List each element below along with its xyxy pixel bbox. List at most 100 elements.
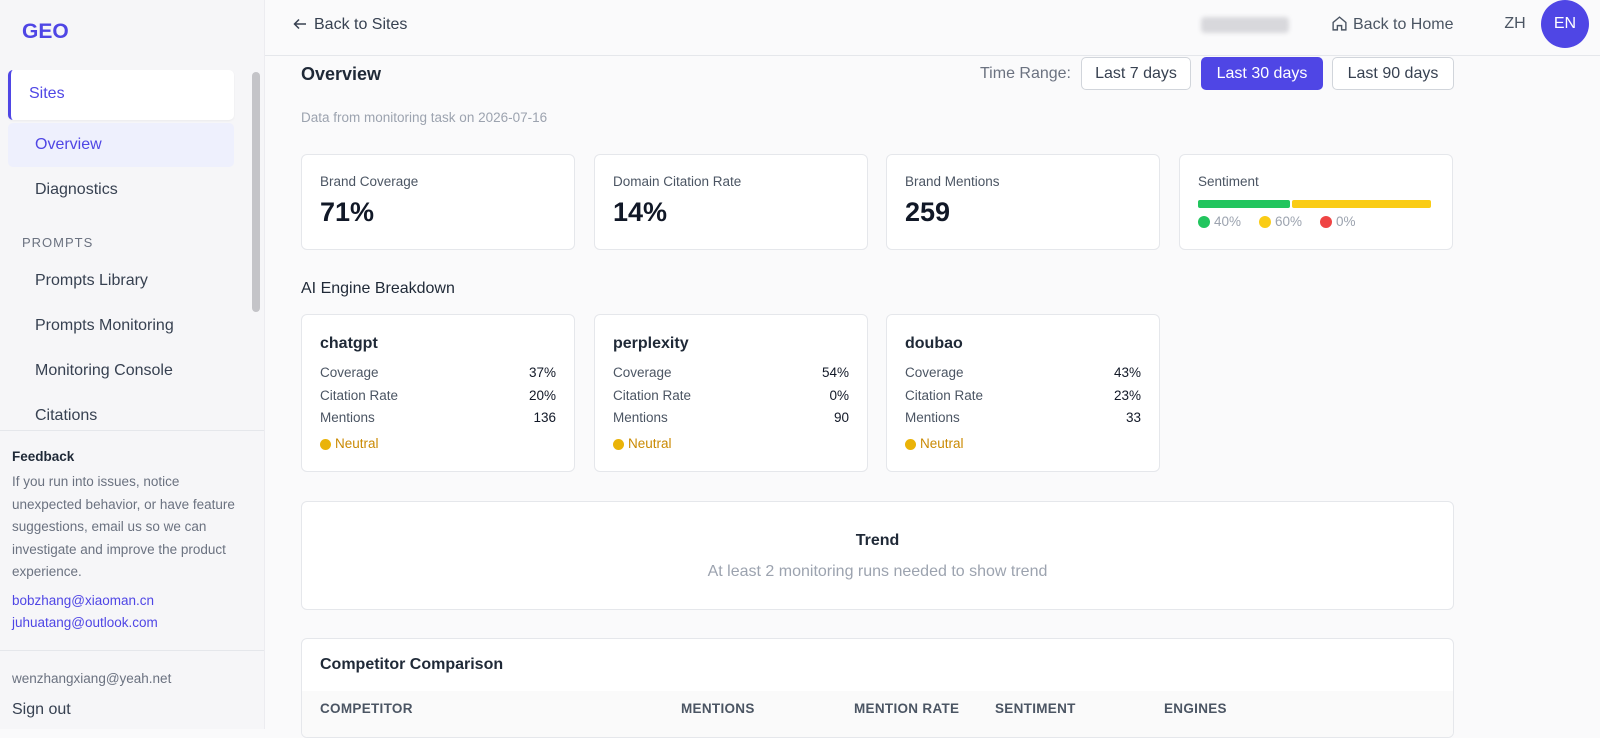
nav-label: Prompts Library (35, 272, 148, 289)
feedback-title: Feedback (12, 449, 75, 464)
user-email: wenzhangxiang@yeah.net (12, 671, 172, 686)
sentiment-card: Sentiment 40% 60% 0% (1179, 154, 1453, 250)
row-label: Citation Rate (320, 387, 399, 403)
lang-button[interactable]: ZH (1504, 15, 1526, 32)
column-header: MENTION RATE (854, 701, 960, 716)
range-button[interactable]: Last 7 days (1081, 57, 1191, 90)
range-button[interactable]: Last 30 days (1201, 57, 1323, 90)
competitor-title: Competitor Comparison (320, 656, 504, 673)
section-label: PROMPTS (22, 235, 94, 250)
sentiment-segment (1198, 200, 1290, 208)
column-header: COMPETITOR (320, 701, 413, 716)
page-title: Overview (301, 64, 382, 84)
status-label: Neutral (335, 436, 379, 451)
column-header: MENTIONS (681, 701, 755, 716)
sign-out[interactable]: Sign out (12, 701, 71, 718)
divider (0, 650, 264, 651)
data-note: Data from monitoring task on 2026-07-16 (301, 110, 548, 125)
row-label: Mentions (905, 410, 960, 425)
competitor-card: Competitor Comparison COMPETITOR MENTIONS M… (301, 638, 1454, 738)
metric-card: Domain Citation Rate 14% (594, 154, 868, 250)
legend-label: 40% (1214, 214, 1242, 229)
column-header: ENGINES (1164, 701, 1227, 716)
home-label: Back to Home (1353, 16, 1454, 33)
trend-card: Trend At least 2 monitoring runs needed t… (301, 501, 1454, 610)
nav-label: Sites (29, 85, 65, 102)
engine-card: chatgpt Coverage 37% Citation Rate 20% Mentio… (301, 314, 575, 472)
trend-title: Trend (855, 532, 900, 549)
sentiment-segment (1292, 200, 1431, 208)
nav-item[interactable]: Prompts Library (8, 259, 234, 303)
lang-button[interactable]: EN (1541, 0, 1589, 48)
nav-item[interactable]: Diagnostics (8, 168, 234, 212)
metric-value: 259 (905, 197, 951, 227)
blurred-user (1201, 17, 1289, 33)
nav-item[interactable]: Monitoring Console (8, 349, 234, 393)
metric-label: Brand Coverage (320, 174, 419, 189)
feedback-email[interactable]: juhuatang@outlook.com (12, 615, 158, 630)
engine-name: chatgpt (320, 335, 378, 352)
status-dot (613, 439, 624, 450)
nav-item[interactable]: Citations (8, 394, 234, 438)
back-label: Back to Sites (314, 16, 408, 33)
metric-label: Domain Citation Rate (613, 174, 742, 189)
arrow-icon (293, 18, 306, 30)
nav-label: Citations (35, 407, 98, 424)
time-range-label: Time Range: (980, 65, 1071, 82)
nav-item[interactable]: Sites (8, 70, 234, 120)
range-button[interactable]: Last 90 days (1332, 57, 1454, 90)
divider (0, 430, 264, 431)
nav-item[interactable]: Overview (8, 123, 234, 167)
row-label: Citation Rate (905, 387, 984, 403)
logo: GEO (22, 20, 69, 43)
column-header: SENTIMENT (995, 701, 1076, 716)
status-label: Neutral (628, 436, 672, 451)
scrollbar (252, 72, 260, 312)
legend-dot (1198, 216, 1210, 228)
status-dot (905, 439, 916, 450)
row-value: 23% (1113, 387, 1141, 403)
sidebar (0, 0, 265, 729)
row-label: Mentions (613, 410, 668, 425)
section-title: AI Engine Breakdown (301, 280, 455, 297)
trend-message: At least 2 monitoring runs needed to sho… (707, 563, 1048, 580)
row-value: 20% (528, 387, 556, 403)
metric-value: 14% (613, 197, 668, 227)
metric-card: Brand Mentions 259 (886, 154, 1160, 250)
row-label: Mentions (320, 410, 375, 425)
nav-label: Diagnostics (35, 181, 118, 198)
engine-card: perplexity Coverage 54% Citation Rate 0% Ment… (594, 314, 868, 472)
status-label: Neutral (920, 436, 964, 451)
legend-dot (1259, 216, 1271, 228)
row-value: 37% (528, 365, 556, 380)
nav-label: Prompts Monitoring (35, 317, 174, 334)
legend-label: 0% (1336, 214, 1356, 229)
legend-dot (1320, 216, 1332, 228)
row-value: 136 (533, 410, 556, 425)
topbar (265, 0, 1600, 56)
engine-card: doubao Coverage 43% Citation Rate 23% Mention… (886, 314, 1160, 472)
feedback-text: If you run into issues, notice unexpecte… (12, 474, 235, 579)
row-label: Coverage (320, 365, 379, 380)
row-label: Coverage (905, 365, 964, 380)
row-label: Coverage (613, 365, 672, 380)
metric-label: Brand Mentions (905, 174, 1000, 189)
status-dot (320, 439, 331, 450)
metric-value: 71% (320, 197, 375, 227)
engine-name: doubao (905, 335, 963, 352)
legend-label: 60% (1275, 214, 1303, 229)
metric-label: Sentiment (1198, 174, 1259, 189)
home-icon (1332, 16, 1347, 31)
row-value: 0% (829, 387, 849, 403)
nav-label: Overview (35, 136, 102, 153)
nav-label: Monitoring Console (35, 362, 173, 379)
row-value: 90 (833, 410, 849, 425)
engine-name: perplexity (613, 335, 689, 352)
feedback-email[interactable]: bobzhang@xiaoman.cn (12, 593, 155, 608)
row-value: 54% (821, 365, 849, 380)
nav-item[interactable]: Prompts Monitoring (8, 304, 234, 348)
row-value: 33 (1125, 410, 1141, 425)
row-label: Citation Rate (613, 387, 692, 403)
row-value: 43% (1113, 365, 1141, 380)
